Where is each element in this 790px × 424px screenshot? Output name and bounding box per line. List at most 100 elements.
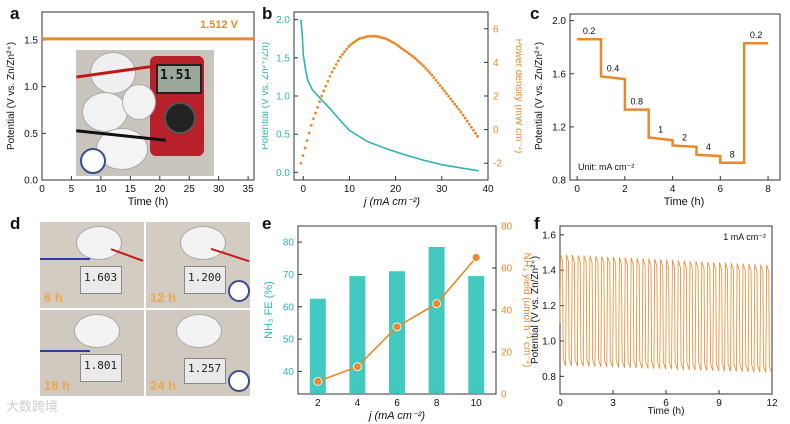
- power-point: [447, 94, 450, 98]
- device-cell: [76, 226, 122, 260]
- x-tick-label: 10: [95, 184, 107, 195]
- step-label: 0.4: [607, 63, 620, 73]
- power-point: [336, 59, 340, 63]
- power-point: [332, 66, 336, 70]
- x-tick-label: 8: [765, 184, 771, 195]
- fe-bar: [389, 271, 405, 394]
- power-point: [353, 40, 357, 43]
- power-point: [314, 111, 317, 115]
- power-point: [345, 47, 349, 51]
- power-point: [305, 139, 309, 142]
- x-axis-label: j (mA cm⁻²): [362, 196, 420, 208]
- y-tick-label: -2: [493, 159, 502, 170]
- step-label: 0.2: [750, 30, 763, 40]
- x-tick-label: 0: [300, 184, 306, 195]
- power-point: [432, 76, 436, 80]
- x-tick-label: 35: [243, 184, 255, 195]
- x-tick-label: 6: [394, 398, 400, 409]
- power-point: [457, 107, 461, 111]
- watermark: 大数跨境: [6, 400, 59, 415]
- power-point: [316, 105, 319, 109]
- timer-display: [80, 266, 122, 294]
- y-tick-label: 0.8: [542, 372, 556, 383]
- y-tick-label: 6: [493, 24, 499, 35]
- power-point: [415, 58, 419, 62]
- x-tick-label: 6: [718, 184, 724, 195]
- x-tick-label: 8: [434, 398, 440, 409]
- step-label: 0.2: [583, 26, 596, 36]
- ocv-annotation: 1.512 V: [200, 19, 239, 31]
- fe-bar: [468, 276, 485, 394]
- time-label-24h: 24 h: [150, 378, 177, 393]
- power-point: [409, 53, 413, 57]
- power-point: [455, 105, 459, 109]
- power-point: [403, 49, 407, 53]
- step-label: 1: [658, 125, 663, 135]
- power-point: [322, 89, 326, 93]
- x-tick-label: 9: [716, 398, 722, 409]
- power-point: [467, 122, 471, 126]
- power-point: [326, 79, 330, 83]
- power-point: [474, 131, 477, 135]
- x-tick-label: 20: [390, 184, 402, 195]
- y-tick-label: 40: [283, 367, 295, 378]
- x-tick-label: 4: [670, 184, 676, 195]
- x-tick-label: 20: [154, 184, 166, 195]
- fe-bar: [309, 298, 326, 394]
- x-tick-label: 0: [557, 398, 563, 409]
- x-axis-label: Time (h): [648, 406, 685, 417]
- power-point: [368, 34, 371, 38]
- power-point: [312, 117, 315, 121]
- time-label-6h: 6 h: [44, 290, 63, 305]
- power-point: [451, 100, 455, 103]
- x-tick-label: 4: [355, 398, 361, 409]
- power-point: [463, 116, 467, 120]
- power-point: [459, 110, 463, 114]
- step-label: 0.8: [631, 97, 644, 107]
- power-point: [453, 102, 457, 106]
- y-tick-label: 1.6: [542, 230, 556, 241]
- panel-e-label: e: [262, 214, 272, 233]
- power-point: [390, 40, 394, 44]
- power-point: [461, 113, 465, 117]
- x-tick-label: 3: [610, 398, 616, 409]
- photo-6h: 1.603: [40, 222, 144, 308]
- y-tick-label: 60: [501, 264, 513, 275]
- seal-logo-icon: [228, 370, 250, 392]
- power-point: [341, 53, 344, 56]
- x-tick-label: 2: [315, 398, 321, 409]
- y-tick-label: 40: [501, 306, 513, 317]
- seal-logo-icon: [228, 280, 250, 302]
- power-point: [426, 69, 430, 72]
- y-tick-label: 0.0: [24, 176, 38, 187]
- power-point: [418, 60, 421, 64]
- power-point: [299, 161, 303, 165]
- y-axis-label-left: Potential (V vs. Zn²⁺/Zn): [262, 42, 271, 150]
- time-label-12h: 12 h: [150, 290, 177, 305]
- wire-blue: [40, 350, 90, 352]
- y-axis-label-right: Power density (mW cm⁻²): [513, 39, 522, 154]
- power-point: [430, 73, 434, 77]
- power-point: [309, 124, 313, 127]
- y-tick-label: 0: [501, 390, 507, 401]
- x-tick-label: 10: [471, 398, 483, 409]
- y-tick-label: 0.0: [276, 168, 290, 179]
- power-point: [440, 86, 444, 90]
- panel-b-label: b: [262, 4, 273, 23]
- y-tick-label: 20: [501, 348, 513, 359]
- y-tick-label: 80: [501, 222, 513, 233]
- photo-24h: 1.257: [146, 310, 250, 396]
- y-tick-label: 1.0: [276, 92, 290, 103]
- x-tick-label: 5: [69, 184, 75, 195]
- cell-3: [122, 84, 156, 120]
- x-tick-label: 12: [766, 398, 778, 409]
- y-tick-label: 1.4: [542, 266, 556, 277]
- panel-a-chart: 0 5 10 15 20 25 30 35 0.0 0.5 1.0 1.5 Time (h) Pote…: [6, 11, 255, 208]
- time-label-18h: 18 h: [44, 378, 71, 393]
- power-point: [303, 146, 307, 150]
- power-point: [434, 78, 438, 82]
- cycling-curve: [559, 254, 773, 373]
- rate-curve: [577, 37, 769, 164]
- y-tick-label: 0.5: [24, 129, 38, 140]
- panel-d-label: d: [10, 214, 21, 233]
